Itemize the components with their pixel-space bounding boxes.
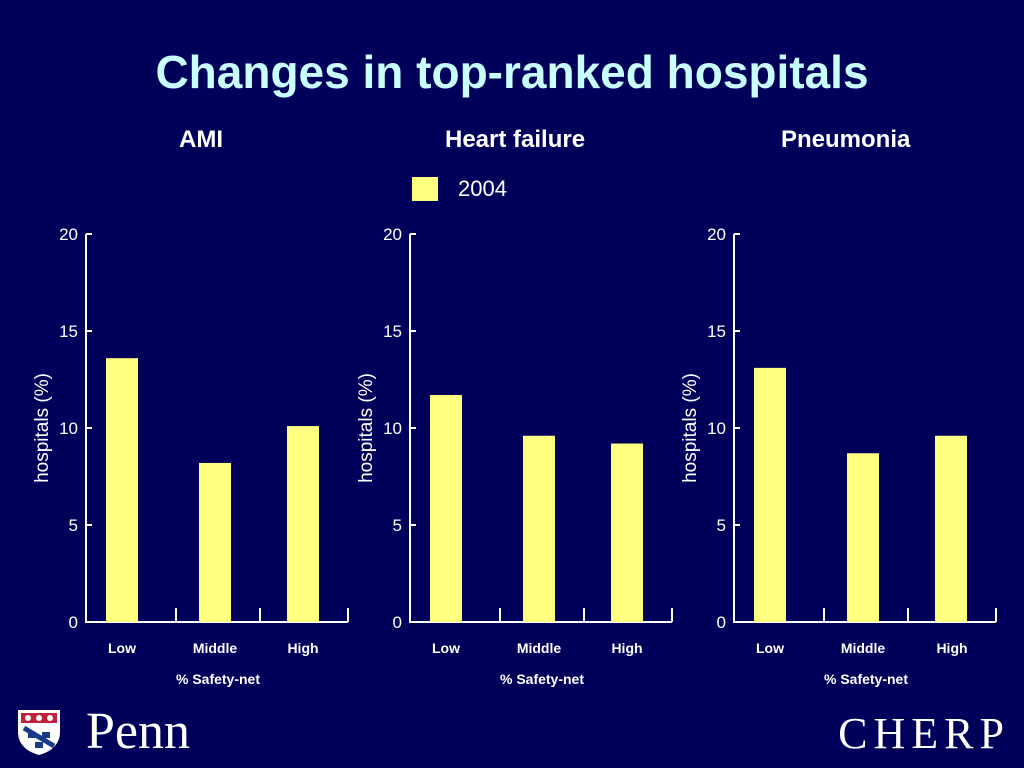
y-axis-label-ami: hospitals (%) bbox=[32, 373, 53, 483]
panel-title-ami: AMI bbox=[179, 126, 223, 153]
y-tick-label-pneumonia-10: 10 bbox=[707, 419, 726, 438]
category-label-ami-middle: Middle bbox=[192, 640, 238, 656]
y-tick-label-pneumonia-20: 20 bbox=[707, 225, 726, 244]
bar-heart-failure-middle bbox=[523, 435, 555, 622]
y-axis-label-heart-failure: hospitals (%) bbox=[356, 373, 377, 483]
bar-heart-failure-high bbox=[611, 443, 643, 622]
bar-pneumonia-high bbox=[935, 435, 967, 622]
bar-ami-middle bbox=[199, 462, 231, 622]
slide-title: Changes in top-ranked hospitals bbox=[155, 46, 869, 98]
legend-swatch bbox=[412, 177, 438, 201]
cherp-wordmark: CHERP bbox=[838, 709, 1010, 758]
xlabel-heart-failure: % Safety-net bbox=[499, 671, 585, 687]
category-label-heart-failure-high: High bbox=[611, 640, 643, 656]
category-label-heart-failure-middle: Middle bbox=[516, 640, 562, 656]
panel-title-heart-failure: Heart failure bbox=[445, 126, 586, 153]
category-label-pneumonia-high: High bbox=[936, 640, 968, 656]
xlabel-ami: % Safety-net bbox=[175, 671, 261, 687]
y-tick-label-ami-15: 15 bbox=[59, 322, 78, 341]
bar-ami-high bbox=[287, 426, 319, 622]
category-label-ami-low: Low bbox=[108, 640, 136, 656]
y-tick-label-heart-failure-20: 20 bbox=[383, 225, 402, 244]
y-tick-label-pneumonia-15: 15 bbox=[707, 322, 726, 341]
panel-title-pneumonia: Pneumonia bbox=[781, 126, 911, 153]
bar-pneumonia-low bbox=[754, 367, 786, 622]
category-label-pneumonia-low: Low bbox=[756, 640, 784, 656]
penn-shield-icon bbox=[18, 710, 60, 755]
bar-ami-low bbox=[106, 358, 138, 622]
y-tick-label-pneumonia-0: 0 bbox=[717, 613, 726, 632]
category-label-ami-high: High bbox=[287, 640, 319, 656]
penn-wordmark: Penn bbox=[86, 703, 190, 760]
y-tick-label-ami-20: 20 bbox=[59, 225, 78, 244]
y-tick-label-heart-failure-0: 0 bbox=[393, 613, 402, 632]
y-tick-label-pneumonia-5: 5 bbox=[717, 516, 726, 535]
y-tick-label-ami-10: 10 bbox=[59, 419, 78, 438]
y-axis-label-pneumonia: hospitals (%) bbox=[680, 373, 701, 483]
y-tick-label-heart-failure-10: 10 bbox=[383, 419, 402, 438]
bar-pneumonia-middle bbox=[847, 453, 879, 622]
penn-logo: Penn bbox=[16, 706, 206, 758]
y-tick-label-heart-failure-5: 5 bbox=[393, 516, 402, 535]
y-tick-label-ami-5: 5 bbox=[69, 516, 78, 535]
bar-heart-failure-low bbox=[430, 395, 462, 622]
cherp-logo: CHERP bbox=[780, 706, 1010, 758]
legend-label: 2004 bbox=[458, 176, 507, 201]
category-label-heart-failure-low: Low bbox=[432, 640, 460, 656]
xlabel-pneumonia: % Safety-net bbox=[823, 671, 909, 687]
y-tick-label-heart-failure-15: 15 bbox=[383, 322, 402, 341]
category-label-pneumonia-middle: Middle bbox=[840, 640, 886, 656]
y-tick-label-ami-0: 0 bbox=[69, 613, 78, 632]
